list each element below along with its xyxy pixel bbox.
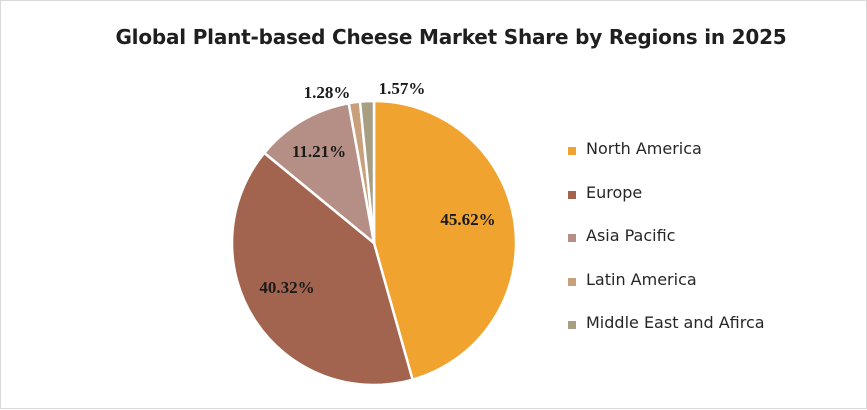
legend-item-europe: Europe (568, 183, 765, 227)
legend-swatch-europe (568, 190, 576, 199)
legend-item-asia-pacific: Asia Pacific (568, 226, 765, 270)
legend-label-latin-america: Latin America (586, 269, 697, 289)
legend-item-middle-east-and-africa: Middle East and Afirca (568, 313, 765, 357)
chart-title: Global Plant-based Cheese Market Share b… (115, 25, 787, 49)
legend-label-europe: Europe (586, 182, 643, 202)
data-label-middle-east-and-africa: 1.57% (379, 79, 426, 98)
legend-swatch-north-america (568, 147, 576, 155)
data-label-asia-pacific: 11.21% (292, 142, 346, 161)
pie-slice-north-america (372, 99, 518, 381)
legend-label-middle-east-and-africa: Middle East and Afirca (586, 313, 765, 332)
data-label-europe: 40.32% (259, 278, 314, 297)
legend-item-latin-america: Latin America (568, 270, 765, 314)
legend-swatch-latin-america (568, 277, 576, 286)
data-label-latin-america: 1.28% (304, 83, 351, 102)
chart-legend: North America Europe Asia Pacific Latin Ame… (568, 139, 765, 357)
legend-swatch-asia-pacific (568, 234, 576, 242)
pie-slice-middle-east-and-africa (358, 99, 376, 245)
pie-slice-asia-pacific (263, 102, 376, 245)
data-label-north-america: 45.62% (440, 210, 495, 229)
legend-label-asia-pacific: Asia Pacific (586, 226, 676, 245)
legend-item-north-america: North America (568, 139, 765, 183)
pie-slice-europe (230, 151, 414, 387)
legend-swatch-middle-east-and-africa (568, 321, 576, 329)
legend-label-north-america: North America (586, 139, 702, 158)
